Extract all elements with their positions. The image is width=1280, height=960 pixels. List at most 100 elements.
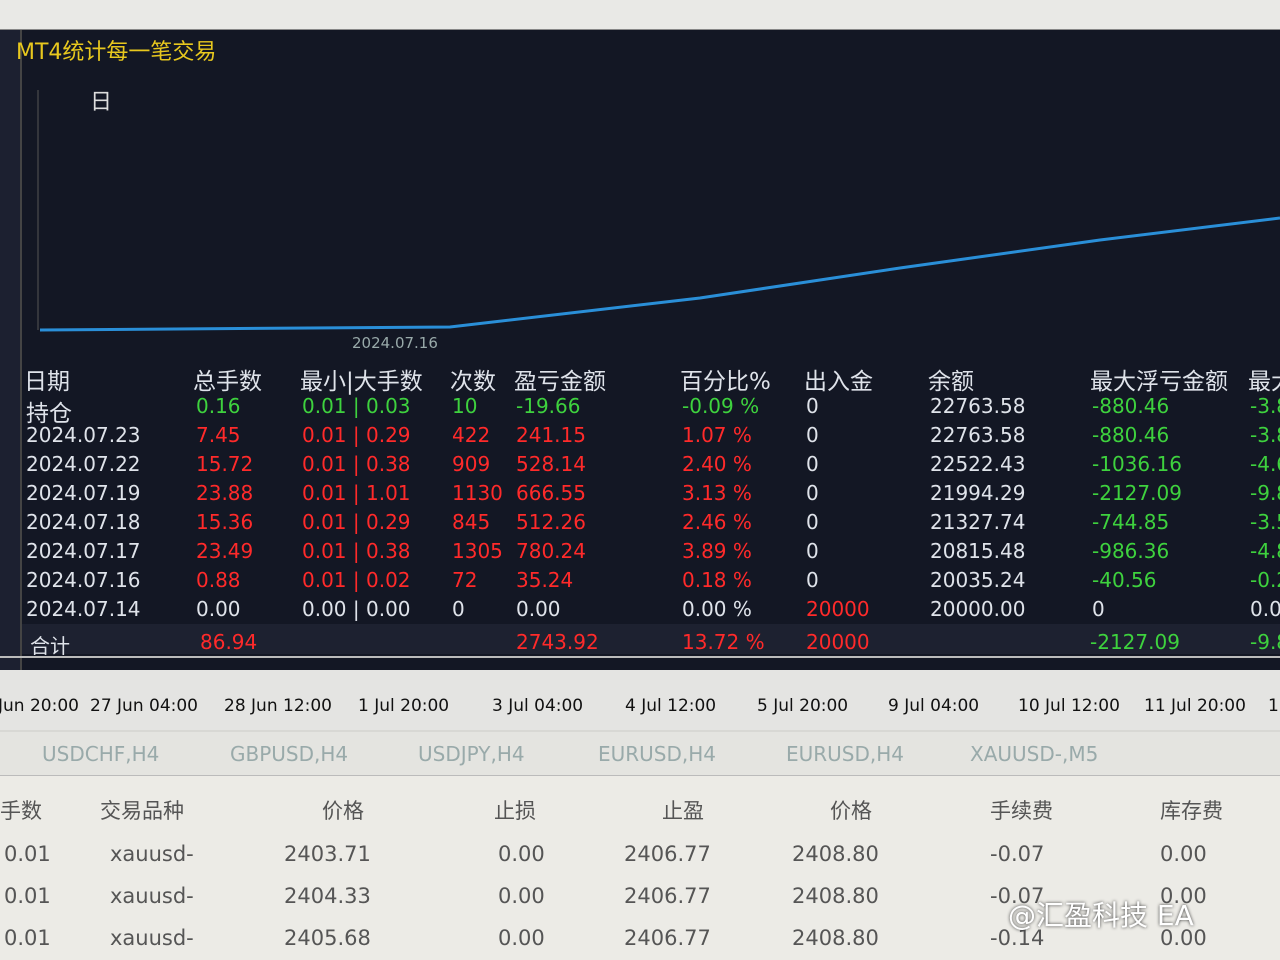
stats-cell-count: 1305: [452, 539, 503, 563]
order-column-header: 交易品种: [100, 799, 184, 823]
time-axis-label: 4 Jul 12:00: [625, 696, 717, 716]
stats-cell-pl: 528.14: [516, 452, 586, 476]
stats-cell-minmax: 0.00 | 0.00: [302, 597, 411, 621]
stats-cell-date: 2024.07.16: [26, 568, 141, 592]
stats-cell-date: 持仓: [26, 401, 72, 427]
chart-tabs: [0, 732, 1280, 776]
order-cell: 2404.33: [284, 884, 371, 908]
column-header: 出入金: [804, 369, 873, 395]
stats-cell-count: 1130: [452, 481, 503, 505]
order-column-header: 手数: [0, 799, 42, 823]
total-last: -9.8: [1250, 630, 1280, 654]
chart-area[interactable]: [0, 30, 1280, 690]
chart-tab[interactable]: EURUSD,H4: [598, 742, 717, 766]
time-axis-label: 1 Jul 20:00: [358, 696, 450, 716]
order-cell: 2406.77: [624, 842, 711, 866]
stats-cell-maxdd: -2127.09: [1092, 481, 1182, 505]
stats-cell-maxdd: -986.36: [1092, 539, 1170, 563]
stats-cell-dep: 0: [806, 539, 819, 563]
column-header: 百分比%: [680, 369, 771, 395]
stats-cell-count: 909: [452, 452, 491, 476]
order-cell: xauusd-: [110, 884, 194, 908]
stats-cell-lots: 0.16: [196, 394, 241, 418]
chart-tab[interactable]: GBPUSD,H4: [230, 742, 349, 766]
order-cell: -0.07: [990, 842, 1045, 866]
time-axis-label: 28 Jun 12:00: [224, 696, 332, 716]
chart-tab[interactable]: XAUUSD-,M5: [970, 742, 1099, 766]
chart-tab[interactable]: USDJPY,H4: [418, 742, 525, 766]
stats-cell-date: 2024.07.17: [26, 539, 141, 563]
stats-cell-date: 2024.07.18: [26, 510, 141, 534]
time-axis-label: 15: [1268, 696, 1280, 716]
stats-cell-lots: 23.88: [196, 481, 254, 505]
time-axis-label: 3 Jul 04:00: [492, 696, 584, 716]
equity-line: [39, 216, 1280, 332]
order-column-header: 止盈: [662, 799, 704, 823]
stats-cell-bal: 21327.74: [930, 510, 1026, 534]
stats-cell-pl: 35.24: [516, 568, 574, 592]
stats-cell-maxdd: -1036.16: [1092, 452, 1182, 476]
stats-cell-bal: 22763.58: [930, 423, 1026, 447]
column-header: 最大浮亏金额: [1090, 369, 1228, 395]
stats-cell-maxdd: -880.46: [1092, 423, 1170, 447]
column-header: 盈亏金额: [514, 369, 606, 395]
order-cell: 2408.80: [792, 884, 879, 908]
stats-cell-pl: 780.24: [516, 539, 586, 563]
time-axis-label: 5 Jul 20:00: [757, 696, 849, 716]
stats-cell-lots: 7.45: [196, 423, 241, 447]
column-header: 最大: [1248, 369, 1280, 395]
total-pl: 2743.92: [516, 630, 599, 654]
stats-cell-last: -4.8: [1250, 539, 1280, 563]
stats-cell-bal: 21994.29: [930, 481, 1026, 505]
stats-cell-count: 422: [452, 423, 491, 447]
stats-cell-last: -3.8: [1250, 394, 1280, 418]
stats-cell-pct: 2.40 %: [682, 452, 752, 476]
stats-cell-pl: 512.26: [516, 510, 586, 534]
order-cell: 0.00: [498, 884, 545, 908]
chart-tab[interactable]: USDCHF,H4: [42, 742, 160, 766]
stats-cell-last: 0.00: [1250, 597, 1280, 621]
order-cell: 2406.77: [624, 926, 711, 950]
stats-cell-count: 845: [452, 510, 491, 534]
stats-cell-last: -0.2: [1250, 568, 1280, 592]
order-cell: 0.00: [498, 842, 545, 866]
stats-cell-maxdd: 0: [1092, 597, 1105, 621]
stats-cell-minmax: 0.01 | 0.29: [302, 510, 411, 534]
order-cell: 0.01: [4, 926, 51, 950]
order-cell: 0.00: [1160, 926, 1207, 950]
stats-cell-minmax: 0.01 | 0.38: [302, 539, 411, 563]
stats-cell-bal: 20000.00: [930, 597, 1026, 621]
stats-cell-pct: 3.13 %: [682, 481, 752, 505]
stats-cell-pl: 241.15: [516, 423, 586, 447]
stats-cell-dep: 0: [806, 423, 819, 447]
total-label: 合计: [30, 634, 70, 658]
stats-cell-pct: 0.18 %: [682, 568, 752, 592]
period-label: 日: [90, 90, 113, 115]
stats-cell-minmax: 0.01 | 0.38: [302, 452, 411, 476]
order-cell: -0.07: [990, 884, 1045, 908]
stats-cell-last: -4.6: [1250, 452, 1280, 476]
time-axis-bar: [0, 670, 1280, 730]
order-cell: xauusd-: [110, 926, 194, 950]
stats-cell-date: 2024.07.19: [26, 481, 141, 505]
stats-cell-lots: 15.36: [196, 510, 254, 534]
time-axis-label: 27 Jun 04:00: [90, 696, 198, 716]
stats-cell-dep: 20000: [806, 597, 870, 621]
order-column-header: 库存费: [1160, 799, 1223, 823]
total-maxdd: -2127.09: [1090, 630, 1180, 654]
stats-cell-maxdd: -40.56: [1092, 568, 1157, 592]
chart-tab[interactable]: EURUSD,H4: [786, 742, 905, 766]
equity-chart: [37, 90, 1280, 332]
stats-cell-dep: 0: [806, 568, 819, 592]
column-header: 总手数: [193, 369, 262, 395]
stats-cell-pct: 1.07 %: [682, 423, 752, 447]
total-lots: 86.94: [200, 630, 258, 654]
stats-cell-pct: 2.46 %: [682, 510, 752, 534]
orders-panel: [0, 776, 1280, 960]
total-pct: 13.72 %: [682, 630, 765, 654]
chart-date-label: 2024.07.16: [352, 334, 438, 352]
order-column-header: 价格: [322, 799, 364, 823]
stats-cell-date: 2024.07.23: [26, 423, 141, 447]
stats-cell-bal: 20035.24: [930, 568, 1026, 592]
order-cell: 2408.80: [792, 842, 879, 866]
